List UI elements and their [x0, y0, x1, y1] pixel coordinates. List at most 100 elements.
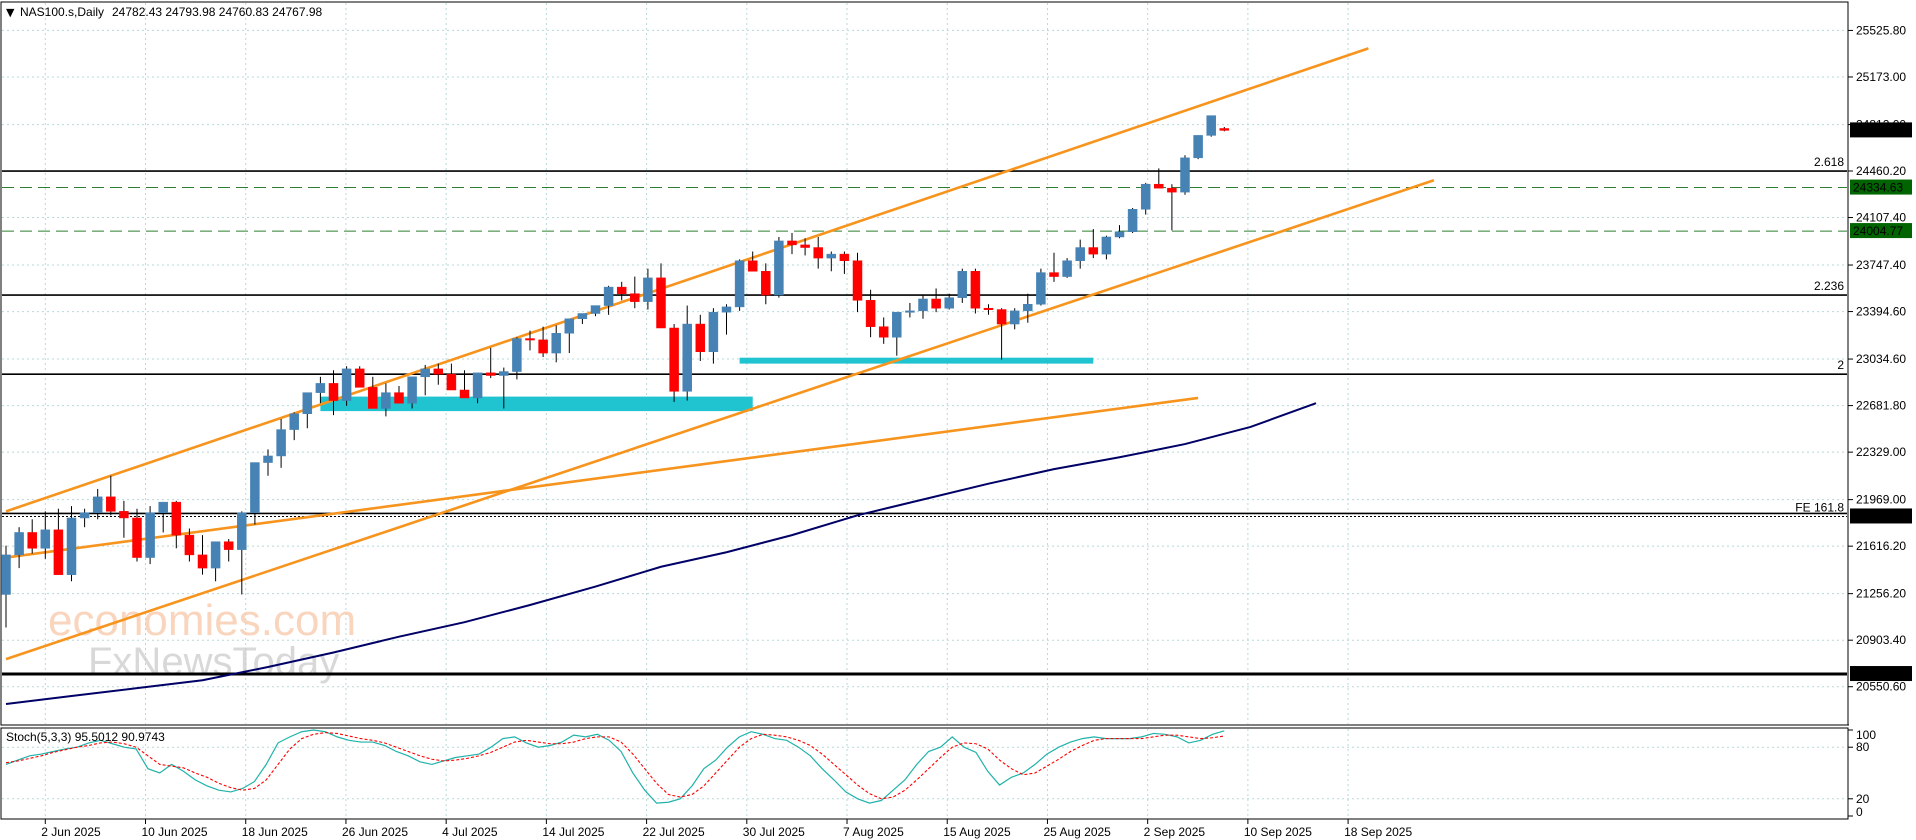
candle-body	[787, 240, 797, 246]
time-tick-label: 7 Aug 2025	[843, 825, 904, 839]
candle-body	[210, 541, 221, 569]
candle-body	[158, 501, 168, 513]
chart-ohlc: 24782.43 24793.98 24760.83 24767.98	[112, 5, 323, 19]
candle-body	[643, 277, 653, 302]
time-tick-label: 26 Jun 2025	[342, 825, 408, 839]
candle-body	[774, 240, 784, 296]
trendline-support-line	[5, 396, 1199, 559]
time-tick-label: 10 Sep 2025	[1244, 825, 1312, 839]
candle-body	[931, 298, 941, 309]
candle-body	[302, 392, 313, 414]
candle-body	[1127, 209, 1138, 232]
candle-body	[92, 496, 103, 513]
watermark-fxnewstoday: FxNewsToday	[88, 640, 339, 684]
level-label: 2.236	[1814, 279, 1844, 293]
price-tick-label: 24460.20	[1856, 164, 1906, 178]
candle-body	[525, 338, 535, 341]
candle-body	[250, 462, 260, 513]
candle-body	[315, 383, 326, 393]
stoch-tick-label: 100	[1856, 728, 1876, 742]
candle-body	[1062, 260, 1072, 277]
chart-symbol: NAS100.s,Daily	[20, 5, 104, 19]
candle-body	[420, 368, 430, 378]
candle-body	[499, 371, 509, 376]
candle-body	[341, 368, 352, 401]
candle-body	[577, 313, 588, 320]
time-tick-label: 25 Aug 2025	[1043, 825, 1111, 839]
support-zone	[739, 357, 1094, 364]
time-tick-label: 2 Sep 2025	[1144, 825, 1206, 839]
level-label: FE 161.8	[1795, 500, 1844, 514]
candle-body	[616, 286, 627, 294]
candle-body	[800, 244, 810, 248]
price-tick-label: 21969.00	[1856, 493, 1906, 507]
stoch-tick-label: 0	[1856, 805, 1863, 819]
candle-body	[79, 512, 90, 519]
candle-body	[944, 297, 954, 309]
moving-average-line	[5, 402, 1317, 705]
candle-body	[905, 310, 915, 313]
time-tick-label: 4 Jul 2025	[442, 825, 498, 839]
candle-body	[878, 326, 889, 338]
candle-body	[590, 305, 601, 314]
candle-body	[1049, 272, 1059, 277]
candle-body	[472, 372, 483, 399]
candle-body	[237, 512, 247, 550]
last-price-label: 24767.98	[1853, 123, 1903, 137]
price-tags: 24334.63 24004.77 21841.30 20646.85 24767.98	[1850, 122, 1912, 682]
candle-body	[119, 511, 129, 519]
candle-body	[1206, 115, 1216, 136]
candles	[1, 115, 1230, 628]
price-tick-label: 25525.80	[1856, 23, 1906, 37]
time-axis: 2 Jun 2025 10 Jun 2025 18 Jun 2025 26 Jun 2…	[41, 819, 1412, 839]
price-tick-label: 21616.20	[1856, 539, 1906, 553]
candle-body	[1193, 135, 1203, 159]
price-tag-label: 21841.30	[1853, 509, 1903, 523]
time-tick-label: 18 Sep 2025	[1344, 825, 1412, 839]
stoch-title: Stoch(5,3,3) 95.5012 90.9743	[6, 730, 165, 744]
price-tick-label: 24107.40	[1856, 211, 1906, 225]
candle-body	[354, 368, 365, 388]
price-tick-label: 23747.40	[1856, 258, 1906, 272]
price-tick-label: 22681.80	[1856, 399, 1906, 413]
horizontal-levels: 2.618 2.236 2 FE 161.8	[2, 155, 1847, 676]
price-tag-label: 24004.77	[1853, 224, 1903, 238]
time-tick-label: 18 Jun 2025	[242, 825, 308, 839]
candle-body	[485, 372, 496, 376]
candle-body	[1154, 183, 1164, 189]
price-tick-label: 20550.60	[1856, 680, 1906, 694]
candle-body	[446, 373, 457, 391]
price-tag-box	[1850, 179, 1912, 195]
price-tag-box	[1850, 223, 1912, 239]
candle-body	[630, 293, 640, 302]
sub-pane-frame	[0, 727, 1849, 820]
candle-body	[996, 309, 1007, 325]
candle-body	[40, 529, 51, 549]
candle-body	[839, 253, 850, 261]
candle-body	[106, 496, 116, 512]
candle-body	[132, 517, 142, 558]
trendline-channel-lower	[5, 179, 1435, 661]
candle-body	[1180, 157, 1190, 193]
candle-body	[747, 260, 758, 272]
candle-body	[983, 307, 994, 310]
price-tick-label: 23394.60	[1856, 305, 1906, 319]
price-tick-label: 23034.60	[1856, 352, 1906, 366]
candle-body	[564, 318, 575, 334]
stoch-tick-label: 80	[1856, 740, 1870, 754]
price-tick-label: 22329.00	[1856, 445, 1906, 459]
candle-body	[695, 323, 706, 352]
candle-body	[551, 333, 561, 354]
level-label: 2.618	[1814, 155, 1844, 169]
candle-body	[1075, 247, 1085, 261]
candle-body	[197, 554, 208, 569]
chart-collapse-icon[interactable]: ▼	[6, 6, 15, 19]
candle-body	[368, 387, 378, 409]
candle-body	[957, 271, 968, 298]
time-tick-label: 2 Jun 2025	[41, 825, 101, 839]
time-tick-label: 10 Jun 2025	[142, 825, 208, 839]
candle-body	[1, 554, 11, 595]
candle-body	[1009, 310, 1020, 325]
